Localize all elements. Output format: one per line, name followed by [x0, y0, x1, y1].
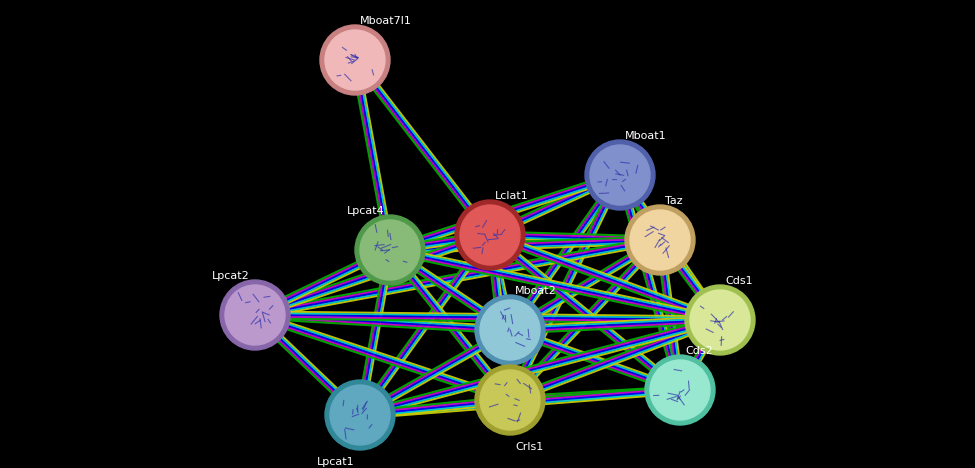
Circle shape [325, 380, 395, 450]
Circle shape [585, 140, 655, 210]
Text: Lpcat1: Lpcat1 [318, 457, 355, 467]
Text: Taz: Taz [665, 196, 682, 206]
Text: Mboat1: Mboat1 [625, 131, 667, 141]
Text: Lpcat2: Lpcat2 [213, 271, 250, 281]
Circle shape [460, 205, 520, 265]
Text: Mboat7l1: Mboat7l1 [360, 16, 411, 26]
Text: Lclat1: Lclat1 [495, 191, 528, 201]
Text: Cds2: Cds2 [685, 346, 713, 356]
Circle shape [475, 365, 545, 435]
Circle shape [360, 220, 420, 280]
Circle shape [325, 30, 385, 90]
Circle shape [685, 285, 755, 355]
Text: Lpcat4: Lpcat4 [347, 206, 385, 216]
Circle shape [630, 210, 690, 270]
Circle shape [590, 145, 650, 205]
Circle shape [355, 215, 425, 285]
Circle shape [455, 200, 525, 270]
Text: Cds1: Cds1 [725, 276, 753, 286]
Circle shape [225, 285, 285, 345]
Circle shape [320, 25, 390, 95]
Circle shape [480, 300, 540, 360]
Circle shape [330, 385, 390, 445]
Text: Crls1: Crls1 [515, 442, 543, 452]
Circle shape [625, 205, 695, 275]
Circle shape [480, 370, 540, 430]
Circle shape [645, 355, 715, 425]
Circle shape [690, 290, 750, 350]
Circle shape [650, 360, 710, 420]
Text: Mboat2: Mboat2 [515, 286, 557, 296]
Circle shape [220, 280, 290, 350]
Circle shape [475, 295, 545, 365]
